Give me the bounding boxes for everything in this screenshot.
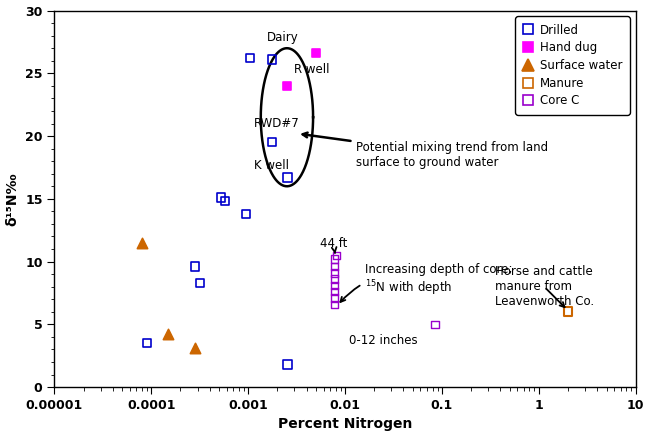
Point — [195, 279, 205, 286]
Point — [142, 340, 152, 347]
Text: Dairy: Dairy — [266, 31, 298, 45]
Y-axis label: δ¹⁵N‰: δ¹⁵N‰ — [6, 172, 20, 225]
Point — [266, 56, 277, 63]
Text: R well: R well — [294, 63, 330, 76]
Point — [330, 269, 340, 276]
Text: Potential mixing trend from land
surface to ground water: Potential mixing trend from land surface… — [303, 132, 548, 169]
Point — [245, 55, 255, 62]
Point — [563, 308, 573, 315]
Point — [332, 252, 342, 259]
Point — [189, 263, 200, 270]
Point — [220, 198, 231, 205]
Text: RWD#7: RWD#7 — [254, 117, 300, 130]
Point — [266, 139, 277, 146]
Point — [311, 50, 321, 57]
Point — [330, 276, 340, 283]
Point — [330, 295, 340, 302]
Point — [330, 301, 340, 308]
X-axis label: Percent Nitrogen: Percent Nitrogen — [278, 417, 412, 431]
Legend: Drilled, Hand dug, Surface water, Manure, Core C: Drilled, Hand dug, Surface water, Manure… — [515, 17, 630, 114]
Point — [330, 288, 340, 295]
Point — [330, 256, 340, 263]
Point — [282, 361, 293, 368]
Text: Increasing depth of core;
$^{15}$N with depth: Increasing depth of core; $^{15}$N with … — [341, 263, 512, 302]
Text: K well: K well — [254, 160, 289, 173]
Point — [240, 210, 251, 217]
Text: 0-12 inches: 0-12 inches — [349, 334, 418, 347]
Point — [430, 321, 440, 328]
Point — [330, 263, 340, 270]
Text: Horse and cattle
manure from
Leavenworth Co.: Horse and cattle manure from Leavenworth… — [495, 265, 593, 308]
Point — [215, 194, 226, 201]
Point — [281, 82, 292, 89]
Point — [330, 282, 340, 289]
Point — [136, 239, 147, 246]
Point — [163, 331, 174, 338]
Text: 44 ft: 44 ft — [320, 237, 347, 253]
Point — [282, 174, 293, 181]
Point — [189, 345, 200, 352]
